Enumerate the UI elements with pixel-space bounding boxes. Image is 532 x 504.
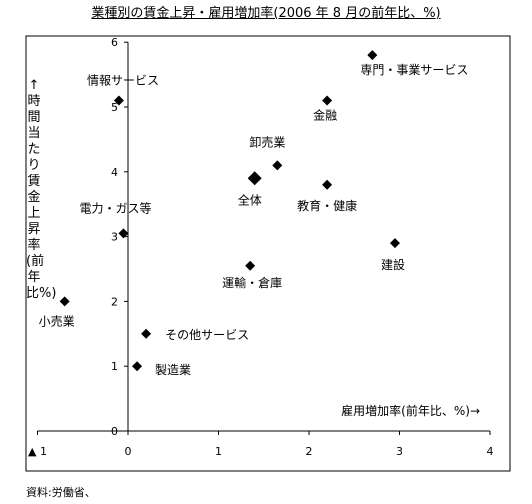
y-axis-label: ↑時間当たり賃金上昇率(前年比%) — [26, 78, 57, 301]
data-point-label: 製造業 — [155, 363, 191, 377]
data-point-label: 専門・事業サービス — [360, 63, 468, 77]
data-point-label: 情報サービス — [87, 74, 159, 88]
data-point-marker — [322, 179, 333, 190]
data-point-label: 卸売業 — [249, 134, 285, 149]
data-point-marker — [118, 228, 129, 239]
y-tick-label: 1 — [111, 360, 118, 373]
data-point-label: 全体 — [238, 192, 262, 207]
data-point-label: 建設 — [381, 257, 405, 272]
data-point-label: 電力・ガス等 — [79, 201, 151, 215]
data-point-label: 小売業 — [39, 313, 75, 328]
data-point-marker — [367, 50, 378, 61]
data-point-marker — [245, 260, 256, 271]
data-point-marker — [322, 95, 333, 106]
x-axis-label: 雇用増加率(前年比、%)→ — [341, 404, 480, 418]
plot-area-border — [25, 35, 511, 472]
data-point-label: その他サービス — [165, 328, 249, 342]
x-tick-label: 4 — [487, 445, 494, 458]
y-tick-label: 6 — [111, 36, 118, 49]
y-tick-label: 5 — [111, 101, 118, 114]
data-point-marker — [59, 296, 70, 307]
data-point-marker — [247, 171, 262, 186]
x-tick-label: 3 — [396, 445, 403, 458]
source-note: 資料:労働省、 — [26, 486, 96, 499]
x-tick-label: 2 — [306, 445, 313, 458]
data-point-marker — [141, 328, 152, 339]
chart-title: 業種別の賃金上昇・雇用増加率(2006 年 8 月の前年比、%) — [91, 6, 441, 21]
y-tick-label: 4 — [111, 166, 118, 179]
data-point-label: 運輸・倉庫 — [222, 275, 282, 290]
data-point-marker — [389, 238, 400, 249]
x-tick-label: 0 — [125, 445, 132, 458]
y-tick-label: 2 — [111, 295, 118, 308]
data-point-marker — [113, 95, 124, 106]
y-tick-label: 3 — [111, 231, 118, 244]
data-point-marker — [272, 160, 283, 171]
data-point-label: 教育・健康 — [297, 198, 357, 213]
data-point-marker — [132, 361, 143, 372]
x-tick-label: ▲ 1 — [28, 445, 47, 458]
x-tick-label: 1 — [215, 445, 222, 458]
y-tick-label: 0 — [111, 425, 118, 438]
data-point-label: 金融 — [313, 108, 337, 123]
